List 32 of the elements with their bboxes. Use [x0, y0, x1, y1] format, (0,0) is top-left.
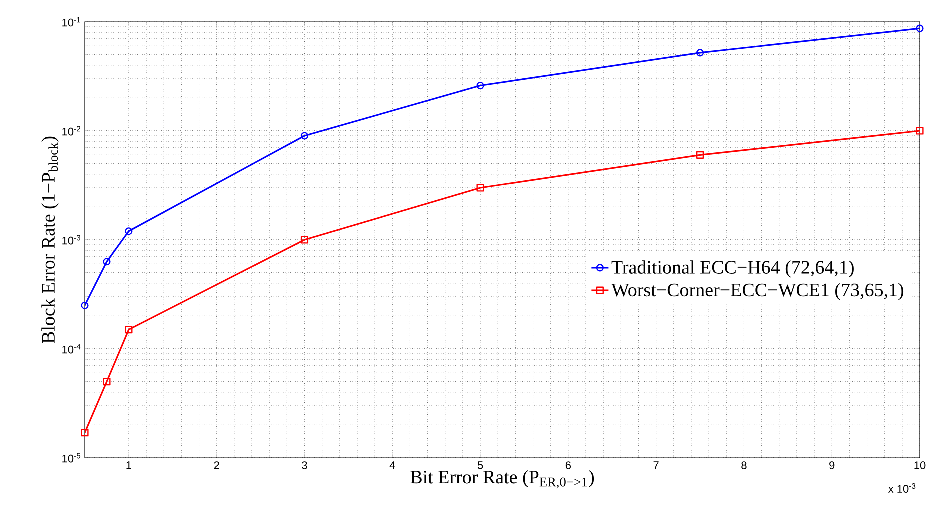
y-tick-label: 10$^{-4}$	[62, 344, 81, 354]
legend-label: Traditional ECC−H64 (72,64,1)	[612, 260, 854, 278]
y-axis-title: Block Error Rate (1−P$_{block}$)	[42, 136, 59, 344]
x-axis-title: Bit Error Rate (P$_{ER,0−>1}$)	[410, 470, 594, 489]
point	[125, 326, 133, 334]
x-tick-label: 5	[478, 462, 484, 470]
x-tick-label: 9	[830, 462, 835, 470]
point	[916, 127, 924, 135]
x-tick-label: 6	[566, 462, 572, 470]
x-tick-label: 4	[390, 462, 396, 470]
point	[81, 429, 89, 437]
x-tick-label: 8	[742, 462, 747, 470]
x-tick-label: 2	[214, 462, 220, 470]
x-tick-label: 3	[302, 462, 308, 470]
y-tick-label: 10$^{-1}$	[62, 17, 81, 27]
y-tick-label: 10$^{-5}$	[62, 453, 81, 463]
point	[300, 132, 309, 140]
point	[103, 258, 111, 266]
x-tick-label: 1	[126, 462, 132, 470]
point	[696, 151, 704, 159]
x-tick-label: 10	[914, 462, 926, 470]
text: x 10$^{-3}$	[888, 484, 916, 493]
point	[103, 378, 111, 386]
legend-label: Worst−Corner−ECC−WCE1 (73,65,1)	[611, 283, 904, 300]
point	[300, 236, 309, 244]
point	[476, 184, 484, 192]
point	[696, 49, 704, 57]
y-tick-label: 10$^{-2}$	[62, 126, 80, 136]
point	[476, 82, 484, 90]
point	[125, 228, 133, 236]
y-tick-label: 10$^{-3}$	[62, 235, 81, 245]
x-tick-label: 7	[654, 462, 659, 470]
